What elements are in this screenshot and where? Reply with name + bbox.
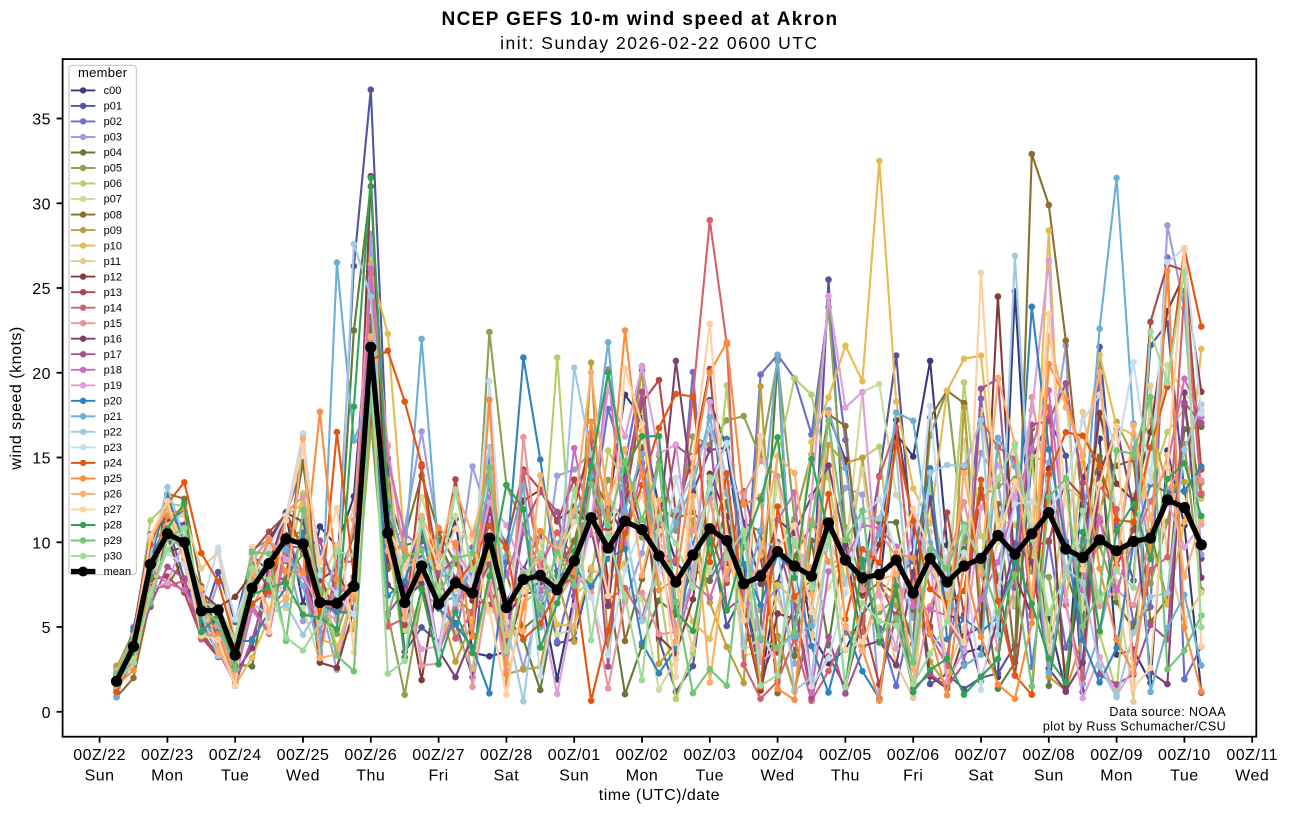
svg-text:Thu: Thu (356, 768, 385, 785)
svg-text:Mon: Mon (1100, 768, 1133, 785)
svg-text:00Z/04: 00Z/04 (751, 747, 804, 764)
svg-text:Sun: Sun (85, 768, 115, 785)
svg-text:p25: p25 (104, 473, 122, 485)
svg-text:00Z/07: 00Z/07 (955, 747, 1008, 764)
svg-text:p24: p24 (104, 458, 122, 470)
svg-text:Tue: Tue (221, 768, 249, 785)
svg-text:00Z/09: 00Z/09 (1090, 747, 1143, 764)
svg-text:p13: p13 (104, 287, 122, 299)
svg-text:p05: p05 (104, 163, 122, 175)
svg-text:00Z/28: 00Z/28 (480, 747, 533, 764)
svg-text:10: 10 (32, 535, 51, 552)
svg-text:25: 25 (32, 281, 51, 298)
svg-text:p12: p12 (104, 271, 122, 283)
svg-text:p16: p16 (104, 333, 122, 345)
svg-text:Fri: Fri (429, 768, 449, 785)
svg-text:p02: p02 (104, 116, 122, 128)
svg-text:p28: p28 (104, 520, 122, 532)
svg-text:Tue: Tue (696, 768, 724, 785)
svg-text:00Z/02: 00Z/02 (616, 747, 669, 764)
svg-text:00Z/10: 00Z/10 (1158, 747, 1211, 764)
svg-text:Sat: Sat (968, 768, 994, 785)
svg-text:00Z/01: 00Z/01 (548, 747, 601, 764)
svg-text:p29: p29 (104, 535, 122, 547)
svg-text:p06: p06 (104, 178, 122, 190)
svg-text:p19: p19 (104, 380, 122, 392)
svg-text:p20: p20 (104, 396, 122, 408)
svg-text:5: 5 (42, 620, 51, 637)
svg-text:00Z/05: 00Z/05 (819, 747, 872, 764)
svg-text:time (UTC)/date: time (UTC)/date (599, 787, 720, 804)
svg-text:00Z/27: 00Z/27 (412, 747, 465, 764)
svg-text:p15: p15 (104, 318, 122, 330)
svg-text:wind speed (knots): wind speed (knots) (8, 326, 25, 470)
svg-text:p17: p17 (104, 349, 122, 361)
svg-text:Wed: Wed (286, 768, 320, 785)
svg-text:Sat: Sat (494, 768, 520, 785)
svg-text:p03: p03 (104, 132, 122, 144)
svg-text:p27: p27 (104, 504, 122, 516)
svg-text:00Z/03: 00Z/03 (683, 747, 736, 764)
svg-text:p04: p04 (104, 147, 122, 159)
svg-text:c00: c00 (104, 85, 122, 97)
svg-text:Mon: Mon (151, 768, 184, 785)
svg-text:p01: p01 (104, 101, 122, 113)
svg-text:30: 30 (32, 196, 51, 213)
svg-text:00Z/24: 00Z/24 (209, 747, 262, 764)
svg-text:plot by Russ Schumacher/CSU: plot by Russ Schumacher/CSU (1043, 720, 1226, 734)
svg-text:p18: p18 (104, 365, 122, 377)
svg-text:Sun: Sun (1034, 768, 1064, 785)
svg-text:0: 0 (42, 705, 51, 722)
svg-text:p09: p09 (104, 225, 122, 237)
svg-text:20: 20 (32, 366, 51, 383)
svg-text:Fri: Fri (903, 768, 923, 785)
svg-text:p30: p30 (104, 551, 122, 563)
svg-text:00Z/11: 00Z/11 (1226, 747, 1278, 764)
svg-text:00Z/23: 00Z/23 (141, 747, 194, 764)
svg-text:Mon: Mon (626, 768, 659, 785)
svg-text:35: 35 (32, 112, 51, 129)
svg-text:p11: p11 (104, 256, 122, 268)
svg-text:Data source: NOAA: Data source: NOAA (1109, 705, 1226, 719)
svg-text:00Z/22: 00Z/22 (73, 747, 126, 764)
svg-text:00Z/25: 00Z/25 (277, 747, 330, 764)
svg-text:p23: p23 (104, 442, 122, 454)
svg-text:p07: p07 (104, 194, 122, 206)
svg-text:Wed: Wed (1235, 768, 1269, 785)
svg-text:p26: p26 (104, 489, 122, 501)
svg-text:p08: p08 (104, 209, 122, 221)
svg-text:15: 15 (32, 451, 51, 468)
svg-text:Sun: Sun (559, 768, 589, 785)
svg-text:p22: p22 (104, 427, 122, 439)
svg-text:Thu: Thu (831, 768, 860, 785)
svg-text:Tue: Tue (1170, 768, 1198, 785)
svg-text:p21: p21 (104, 411, 122, 423)
svg-text:00Z/08: 00Z/08 (1022, 747, 1075, 764)
svg-text:Wed: Wed (761, 768, 795, 785)
svg-text:p14: p14 (104, 302, 122, 314)
svg-text:mean: mean (104, 566, 132, 578)
svg-text:member: member (78, 65, 128, 80)
svg-text:p10: p10 (104, 240, 122, 252)
svg-text:NCEP GEFS 10-m wind speed at A: NCEP GEFS 10-m wind speed at Akron (441, 9, 838, 30)
svg-text:init: Sunday 2026-02-22 0600 U: init: Sunday 2026-02-22 0600 UTC (500, 33, 818, 53)
svg-text:00Z/26: 00Z/26 (344, 747, 397, 764)
svg-text:00Z/06: 00Z/06 (887, 747, 940, 764)
